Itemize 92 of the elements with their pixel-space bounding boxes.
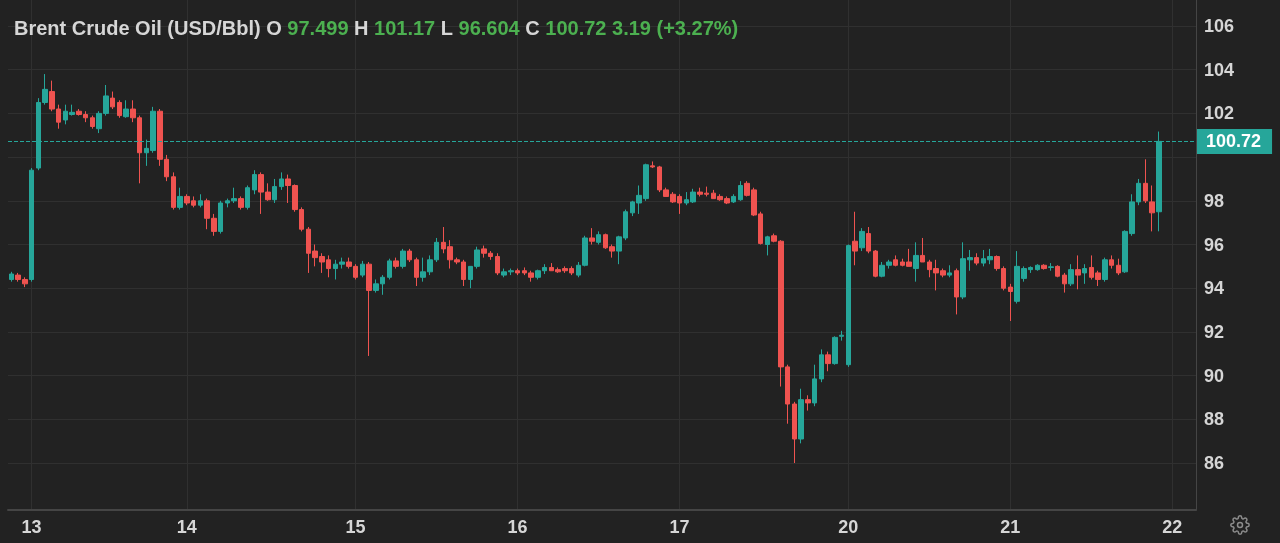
candlestick — [117, 99, 122, 119]
candlestick — [859, 227, 865, 252]
candlestick — [589, 227, 595, 246]
y-tick-label: 86 — [1204, 453, 1225, 474]
x-tick-label: 22 — [1162, 517, 1183, 537]
candlestick — [123, 99, 129, 119]
annotation: 101.17 — [374, 17, 436, 39]
candlestick — [974, 252, 979, 266]
x-tick-label: 15 — [345, 517, 366, 537]
candlestick — [798, 388, 804, 444]
candlestick — [387, 258, 392, 280]
candlestick — [792, 401, 797, 464]
annotation: 97.499 — [287, 17, 349, 39]
annotation: 3.19 (+3.27%) — [612, 17, 739, 39]
candlestick — [218, 200, 223, 235]
y-tick-label: 96 — [1204, 234, 1225, 255]
candlestick — [893, 254, 898, 267]
y-tick-label: 106 — [1204, 16, 1235, 36]
candlestick — [765, 235, 770, 256]
candlestick — [495, 252, 500, 276]
candlestick — [360, 260, 365, 278]
candlestick — [846, 244, 851, 368]
candlestick — [400, 248, 406, 270]
candlestick — [1008, 283, 1013, 322]
x-tick-label: 20 — [838, 517, 859, 537]
candlestick — [913, 241, 919, 283]
annotation: 96.604 — [458, 17, 521, 39]
text: Brent Crude Oil (USD/Bbl) — [14, 17, 261, 39]
candlestick — [252, 169, 257, 195]
candlestick — [1109, 254, 1114, 270]
candlestick — [238, 195, 244, 211]
candlestick — [1055, 264, 1060, 278]
candlestick — [272, 178, 277, 204]
candlestick — [279, 171, 284, 191]
annotation: C — [525, 17, 540, 39]
candlestick — [366, 261, 372, 357]
x-tick-label: 21 — [1000, 517, 1021, 537]
candlestick — [873, 249, 878, 278]
candlestick — [414, 257, 419, 287]
candlestick — [1035, 263, 1040, 272]
candlestick — [1075, 254, 1081, 290]
y-tick-label: 98 — [1204, 190, 1225, 211]
candlestick — [852, 211, 858, 266]
annotation: L — [440, 17, 454, 39]
x-tick-label: 17 — [669, 517, 690, 537]
annotation: O — [266, 17, 282, 39]
y-tick-label: 88 — [1204, 409, 1225, 430]
candlestick — [839, 330, 844, 342]
candlestick — [825, 351, 831, 372]
candlestick — [1048, 262, 1054, 272]
candlestick — [954, 268, 959, 315]
annotation: 100.72 — [545, 17, 607, 39]
y-tick-label: 90 — [1204, 365, 1225, 386]
candlestick — [1062, 272, 1067, 294]
candlestick — [920, 237, 925, 263]
candlestick — [393, 257, 399, 270]
candlestick — [1143, 158, 1148, 204]
candlestick — [805, 394, 811, 412]
candlestick — [596, 230, 601, 246]
candlestick — [171, 171, 176, 211]
candlestick — [198, 193, 203, 208]
candlestick — [407, 248, 412, 263]
candlestick — [731, 193, 736, 204]
candlestick — [29, 167, 34, 283]
y-tick-label: 92 — [1204, 321, 1225, 342]
x-tick-label: 16 — [507, 517, 528, 537]
candlestick — [947, 264, 952, 278]
y-tick-label: 102 — [1204, 103, 1235, 124]
candlestick — [1041, 263, 1047, 271]
candlestick — [245, 185, 250, 211]
candlestick — [832, 335, 838, 366]
candlestick — [1149, 185, 1155, 232]
candlestick — [738, 180, 743, 202]
ref-line-label: 100.72 — [1206, 131, 1262, 152]
candlestick — [819, 348, 824, 383]
candlestick — [177, 187, 183, 211]
candlestick — [1116, 258, 1121, 276]
candlestick — [1082, 263, 1087, 285]
x-tick-label: 13 — [21, 517, 42, 537]
candlestick — [1102, 257, 1108, 283]
candlestick — [9, 271, 14, 283]
candlestick — [812, 364, 817, 407]
y-tick-label: 94 — [1204, 278, 1225, 299]
x-tick-label: 14 — [176, 517, 197, 537]
candlestick — [110, 91, 115, 110]
candlestick — [515, 268, 520, 276]
annotation: H — [354, 17, 369, 39]
candlestick — [866, 226, 871, 254]
candlestick — [1068, 263, 1074, 287]
candlestick — [90, 115, 95, 130]
y-tick-label: 104 — [1204, 59, 1235, 80]
candlestick — [650, 160, 655, 169]
